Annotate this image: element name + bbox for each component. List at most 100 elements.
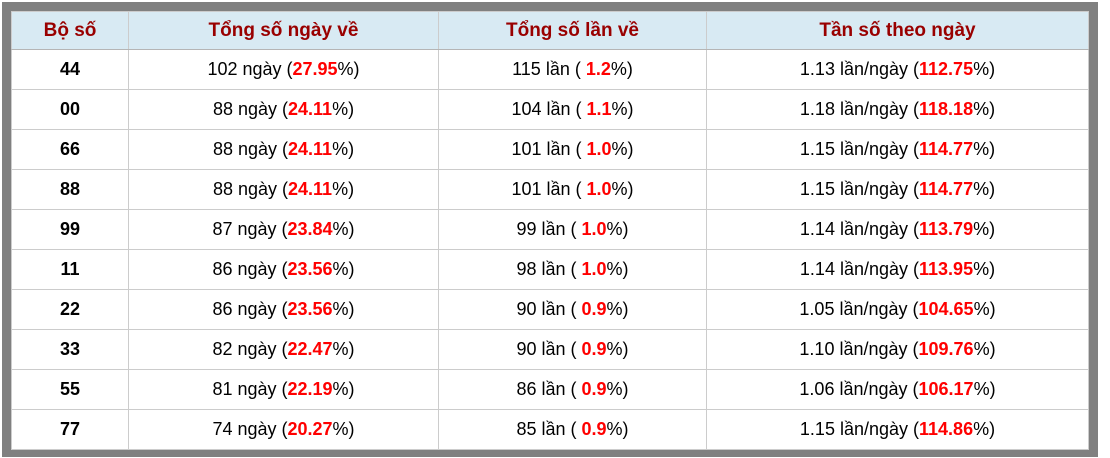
table-row: 44 102 ngày (27.95%) 115 lần ( 1.2%) 1.13 l…	[11, 49, 1089, 90]
days-text: 88 ngày (	[212, 99, 288, 119]
freq-cell: 1.15 lần/ngày (114.77%)	[706, 169, 1089, 210]
days-text: 88 ngày (	[212, 179, 288, 199]
freq-percent: 109.76	[918, 339, 974, 359]
percent-close: %)	[973, 419, 996, 439]
table-row: 11 86 ngày (23.56%) 98 lần ( 1.0%) 1.14 lần…	[11, 249, 1089, 290]
table-row: 88 88 ngày (24.11%) 101 lần ( 1.0%) 1.15 lầ…	[11, 169, 1089, 210]
days-percent: 23.84	[287, 219, 333, 239]
days-percent: 27.95	[292, 59, 338, 79]
days-percent: 24.11	[288, 179, 333, 199]
freq-text: 1.13 lần/ngày (	[799, 59, 920, 79]
pair-cell: 77	[11, 409, 129, 450]
days-cell: 74 ngày (20.27%)	[128, 409, 439, 450]
times-text: 90 lần (	[516, 299, 582, 319]
percent-close: %)	[973, 379, 996, 399]
pair-cell: 66	[11, 129, 129, 170]
times-cell: 101 lần ( 1.0%)	[438, 169, 707, 210]
days-cell: 102 ngày (27.95%)	[128, 49, 439, 90]
percent-close: %)	[606, 339, 629, 359]
percent-close: %)	[973, 259, 996, 279]
percent-close: %)	[611, 179, 634, 199]
percent-close: %)	[973, 339, 996, 359]
table-row: 77 74 ngày (20.27%) 85 lần ( 0.9%) 1.15 lần…	[11, 409, 1089, 450]
percent-close: %)	[332, 219, 355, 239]
days-cell: 88 ngày (24.11%)	[128, 89, 439, 130]
table-row: 55 81 ngày (22.19%) 86 lần ( 0.9%) 1.06 lần…	[11, 369, 1089, 410]
freq-cell: 1.15 lần/ngày (114.77%)	[706, 129, 1089, 170]
freq-cell: 1.14 lần/ngày (113.95%)	[706, 249, 1089, 290]
col-header-pair: Bộ số	[11, 11, 129, 50]
percent-close: %)	[606, 219, 629, 239]
percent-close: %)	[332, 379, 355, 399]
times-cell: 86 lần ( 0.9%)	[438, 369, 707, 410]
freq-percent: 113.79	[919, 219, 974, 239]
times-text: 99 lần (	[516, 219, 582, 239]
pair-cell: 22	[11, 289, 129, 330]
freq-percent: 114.77	[919, 139, 974, 159]
days-text: 74 ngày (	[212, 419, 288, 439]
table-row: 00 88 ngày (24.11%) 104 lần ( 1.1%) 1.18 lầ…	[11, 89, 1089, 130]
header-row: Bộ số Tổng số ngày về Tổng số lần về Tần…	[11, 11, 1089, 50]
percent-close: %)	[973, 179, 996, 199]
times-percent: 1.0	[586, 179, 612, 199]
days-cell: 86 ngày (23.56%)	[128, 249, 439, 290]
times-cell: 101 lần ( 1.0%)	[438, 129, 707, 170]
times-text: 101 lần (	[511, 139, 587, 159]
percent-close: %)	[332, 99, 355, 119]
freq-percent: 106.17	[918, 379, 974, 399]
days-text: 88 ngày (	[212, 139, 288, 159]
percent-close: %)	[332, 139, 355, 159]
freq-text: 1.15 lần/ngày (	[799, 419, 920, 439]
days-text: 87 ngày (	[212, 219, 288, 239]
days-cell: 88 ngày (24.11%)	[128, 169, 439, 210]
times-percent: 0.9	[581, 419, 607, 439]
col-header-freq: Tần số theo ngày	[706, 11, 1089, 50]
times-cell: 90 lần ( 0.9%)	[438, 329, 707, 370]
times-cell: 115 lần ( 1.2%)	[438, 49, 707, 90]
freq-text: 1.05 lần/ngày (	[799, 299, 919, 319]
days-text: 82 ngày (	[212, 339, 288, 359]
percent-close: %)	[611, 139, 634, 159]
days-text: 102 ngày (	[207, 59, 293, 79]
freq-cell: 1.15 lần/ngày (114.86%)	[706, 409, 1089, 450]
percent-close: %)	[332, 259, 355, 279]
pair-cell: 55	[11, 369, 129, 410]
times-percent: 1.1	[586, 99, 612, 119]
days-text: 81 ngày (	[212, 379, 288, 399]
freq-percent: 118.18	[919, 99, 974, 119]
days-percent: 22.47	[287, 339, 333, 359]
times-cell: 85 lần ( 0.9%)	[438, 409, 707, 450]
freq-cell: 1.06 lần/ngày (106.17%)	[706, 369, 1089, 410]
freq-percent: 112.75	[919, 59, 974, 79]
freq-text: 1.15 lần/ngày (	[799, 139, 920, 159]
freq-text: 1.14 lần/ngày (	[799, 219, 920, 239]
percent-close: %)	[606, 379, 629, 399]
col-header-days: Tổng số ngày về	[128, 11, 439, 50]
percent-close: %)	[337, 59, 360, 79]
percent-close: %)	[332, 299, 355, 319]
percent-close: %)	[973, 99, 996, 119]
freq-text: 1.10 lần/ngày (	[799, 339, 919, 359]
times-percent: 0.9	[581, 339, 607, 359]
percent-close: %)	[610, 59, 633, 79]
freq-text: 1.18 lần/ngày (	[799, 99, 920, 119]
pair-cell: 33	[11, 329, 129, 370]
table-row: 66 88 ngày (24.11%) 101 lần ( 1.0%) 1.15 lầ…	[11, 129, 1089, 170]
days-cell: 82 ngày (22.47%)	[128, 329, 439, 370]
times-percent: 1.0	[581, 219, 607, 239]
days-cell: 86 ngày (23.56%)	[128, 289, 439, 330]
freq-cell: 1.13 lần/ngày (112.75%)	[706, 49, 1089, 90]
times-text: 115 lần (	[512, 59, 586, 79]
days-text: 86 ngày (	[212, 299, 288, 319]
times-percent: 0.9	[581, 299, 607, 319]
times-cell: 90 lần ( 0.9%)	[438, 289, 707, 330]
percent-close: %)	[332, 339, 355, 359]
pair-cell: 99	[11, 209, 129, 250]
freq-percent: 113.95	[919, 259, 974, 279]
freq-percent: 104.65	[918, 299, 974, 319]
times-text: 104 lần (	[511, 99, 587, 119]
percent-close: %)	[332, 419, 355, 439]
days-text: 86 ngày (	[212, 259, 288, 279]
